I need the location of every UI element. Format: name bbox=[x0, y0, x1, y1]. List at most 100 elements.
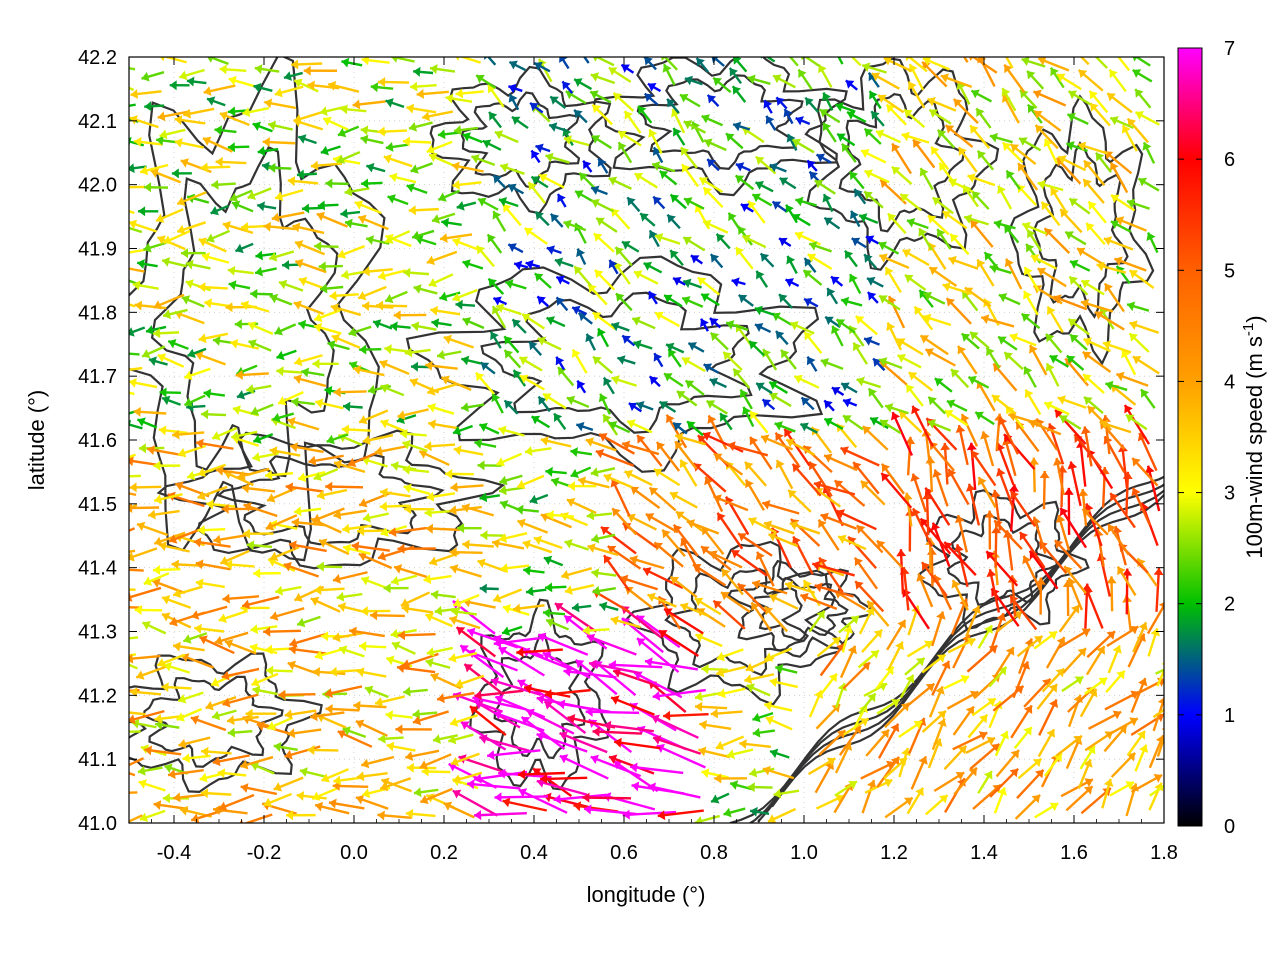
wind-vector-head bbox=[1114, 256, 1123, 266]
wind-vector-head bbox=[572, 349, 581, 358]
wind-vector-head bbox=[1122, 568, 1133, 576]
wind-vector bbox=[557, 702, 611, 714]
wind-vector-head bbox=[348, 327, 357, 337]
wind-vector-head bbox=[493, 634, 502, 645]
wind-vector-head bbox=[1063, 487, 1074, 495]
wind-vector-head bbox=[1088, 688, 1098, 698]
wind-vector-head bbox=[654, 542, 663, 551]
wind-vector-head bbox=[201, 409, 209, 420]
colorbar-tick-label: 3 bbox=[1224, 483, 1235, 505]
wind-vector-head bbox=[176, 712, 185, 722]
wind-vector-head bbox=[804, 331, 813, 341]
wind-vector-head bbox=[332, 632, 341, 643]
wind-vector-head bbox=[754, 305, 763, 316]
wind-vector-head bbox=[1022, 221, 1031, 232]
wind-vector bbox=[1018, 531, 1046, 569]
wind-vector bbox=[1004, 57, 1014, 69]
wind-vector-head bbox=[359, 641, 367, 652]
wind-vector-head bbox=[341, 269, 350, 280]
wind-vector-head bbox=[144, 182, 152, 193]
wind-vector-head bbox=[419, 449, 428, 459]
wind-vector-head bbox=[676, 391, 686, 400]
wind-vector-head bbox=[682, 164, 691, 173]
wind-vector-head bbox=[732, 86, 741, 95]
y-tick-label: 41.6 bbox=[78, 430, 117, 452]
wind-vector bbox=[129, 86, 135, 91]
wind-vector-head bbox=[814, 180, 824, 189]
wind-vector-head bbox=[153, 328, 161, 339]
wind-vector-head bbox=[205, 700, 214, 711]
wind-vector bbox=[129, 303, 136, 308]
wind-vector-head bbox=[353, 365, 362, 375]
wind-vector-head bbox=[290, 442, 298, 453]
wind-vector-head bbox=[375, 697, 384, 707]
wind-vector-head bbox=[241, 222, 249, 232]
wind-vector-head bbox=[781, 349, 790, 359]
wind-vector-head bbox=[752, 712, 761, 723]
wind-vector-head bbox=[856, 376, 865, 387]
wind-vector-head bbox=[325, 688, 333, 698]
wind-vector-head bbox=[703, 219, 712, 229]
wind-vector-head bbox=[638, 106, 647, 115]
wind-vector-head bbox=[499, 485, 507, 496]
wind-vector-head bbox=[263, 797, 273, 808]
wind-vector-head bbox=[1031, 794, 1041, 804]
wind-vector-head bbox=[1132, 458, 1141, 467]
wind-vector-head bbox=[227, 727, 236, 738]
wind-vector-head bbox=[220, 556, 229, 566]
wind-vector-head bbox=[266, 665, 274, 676]
wind-vector-head bbox=[296, 169, 305, 180]
wind-vector-head bbox=[608, 176, 618, 186]
wind-vector-head bbox=[1023, 727, 1032, 736]
wind-vector-head bbox=[782, 48, 790, 57]
wind-vector-head bbox=[314, 312, 323, 323]
wind-vector-head bbox=[1111, 194, 1120, 204]
wind-vector-head bbox=[257, 146, 266, 156]
wind-vector-head bbox=[452, 789, 462, 799]
wind-vector-head bbox=[164, 661, 173, 672]
wind-vector-head bbox=[572, 305, 581, 315]
wind-vector-head bbox=[1096, 261, 1105, 272]
wind-vector-head bbox=[302, 203, 310, 214]
wind-vector bbox=[1069, 461, 1082, 507]
wind-vector-head bbox=[590, 754, 599, 764]
wind-vector-head bbox=[207, 96, 216, 106]
wind-vector-head bbox=[448, 653, 457, 663]
wind-vector-head bbox=[197, 525, 205, 536]
wind-vector-head bbox=[622, 335, 631, 344]
contour-line bbox=[142, 675, 284, 768]
wind-vector-head bbox=[479, 734, 488, 744]
wind-vector-head bbox=[880, 729, 889, 739]
colorbar-tick-label: 6 bbox=[1224, 149, 1235, 171]
wind-vector-head bbox=[1004, 352, 1013, 361]
wind-vector-head bbox=[482, 139, 492, 149]
wind-vector-head bbox=[108, 653, 116, 663]
wind-vector-head bbox=[888, 213, 897, 222]
wind-vector-head bbox=[157, 353, 167, 363]
wind-vector-head bbox=[495, 694, 504, 705]
wind-vector-head bbox=[535, 211, 544, 221]
wind-vector-head bbox=[232, 405, 241, 415]
wind-vector-head bbox=[317, 200, 325, 211]
wind-vector-head bbox=[795, 116, 804, 126]
wind-vector bbox=[129, 209, 135, 215]
wind-vector-head bbox=[1055, 409, 1064, 419]
wind-vector-head bbox=[508, 94, 518, 103]
wind-vector-head bbox=[612, 508, 621, 517]
wind-vector-head bbox=[970, 125, 979, 134]
wind-vector-head bbox=[981, 314, 990, 324]
wind-vector-head bbox=[1023, 705, 1033, 714]
wind-vector-head bbox=[493, 593, 502, 603]
wind-vector-head bbox=[551, 477, 560, 487]
wind-vector-head bbox=[885, 267, 894, 276]
wind-vector-head bbox=[670, 250, 679, 259]
wind-vector-head bbox=[383, 154, 392, 164]
wind-vector-head bbox=[929, 267, 938, 276]
wind-vector-head bbox=[695, 816, 703, 823]
wind-vector bbox=[1109, 492, 1136, 529]
wind-vector-head bbox=[930, 522, 941, 531]
wind-vector-head bbox=[792, 213, 801, 223]
wind-vector-head bbox=[193, 537, 202, 548]
wind-vector-head bbox=[255, 250, 263, 261]
wind-vector bbox=[925, 492, 930, 536]
